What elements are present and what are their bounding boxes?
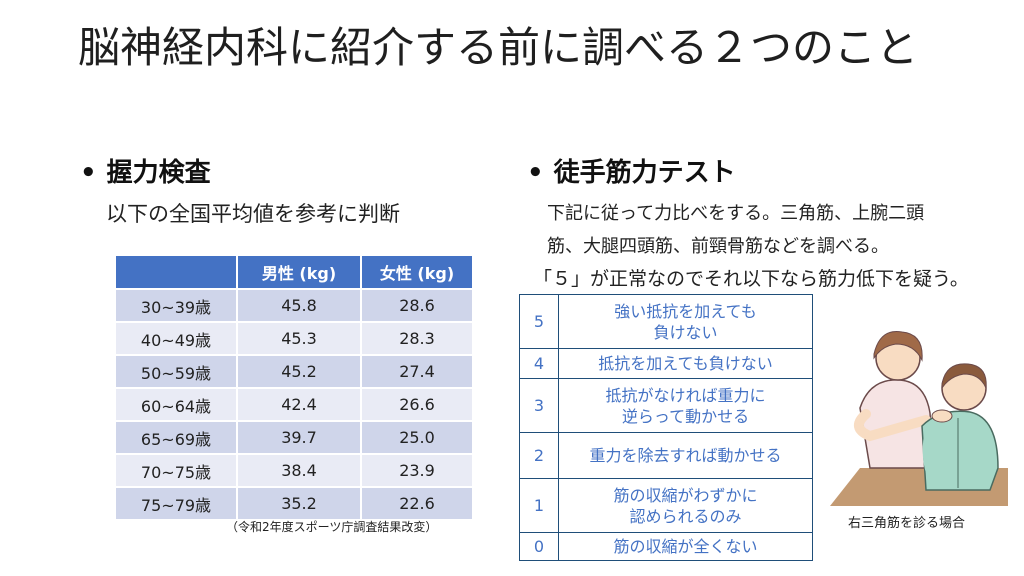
table-row: 65~69歳 39.7 25.0 <box>116 420 474 453</box>
table-row: 4 抵抗を加えても負けない <box>519 348 813 379</box>
slide-title: 脳神経内科に紹介する前に調べる２つのこと <box>78 23 919 72</box>
grade-description-line: 重力を除去すれば動かせる <box>589 446 782 465</box>
grip-table-header-row: 男性 (kg) 女性 (kg) <box>116 256 474 288</box>
grade-description-line: 抵抗を加えても負けない <box>598 354 773 373</box>
table-row: 5 強い抵抗を加えても 負けない <box>519 294 813 349</box>
female-value-cell: 28.6 <box>362 288 474 321</box>
grade-description-line: 逆らって動かせる <box>621 406 750 426</box>
male-value-cell: 35.2 <box>238 486 362 519</box>
patient-arm-shape <box>922 430 940 484</box>
grade-description-cell: 抵抗を加えても負けない <box>558 348 813 379</box>
source-note: （令和2年度スポーツ庁調査結果改変） <box>226 520 438 534</box>
grade-description-cell: 抵抗がなければ重力に 逆らって動かせる <box>558 378 813 433</box>
grip-table-header-female: 女性 (kg) <box>362 256 474 288</box>
table-row: 60~64歳 42.4 26.6 <box>116 387 474 420</box>
table-row: 70~75歳 38.4 23.9 <box>116 453 474 486</box>
grade-cell: 2 <box>519 432 559 479</box>
grade-description-line: 筋の収縮がわずかに <box>613 485 758 505</box>
age-cell: 40~49歳 <box>116 321 238 354</box>
age-cell: 70~75歳 <box>116 453 238 486</box>
grip-strength-table: 男性 (kg) 女性 (kg) 30~39歳 45.8 28.6 40~49歳 … <box>116 256 474 519</box>
age-cell: 60~64歳 <box>116 387 238 420</box>
grade-description-line: 筋の収縮が全くない <box>613 537 758 556</box>
grade-cell: 1 <box>519 478 559 533</box>
bullet-icon: • <box>80 158 97 188</box>
grade-description-cell: 強い抵抗を加えても 負けない <box>558 294 813 349</box>
grade-cell: 3 <box>519 378 559 433</box>
male-value-cell: 45.8 <box>238 288 362 321</box>
male-value-cell: 42.4 <box>238 387 362 420</box>
table-row: 0 筋の収縮が全くない <box>519 532 813 561</box>
male-value-cell: 38.4 <box>238 453 362 486</box>
grip-test-heading-label: 握力検査 <box>106 158 211 188</box>
female-value-cell: 26.6 <box>362 387 474 420</box>
table-row: 75~79歳 35.2 22.6 <box>116 486 474 519</box>
table-row: 1 筋の収縮がわずかに 認められるのみ <box>519 478 813 533</box>
bullet-icon: • <box>527 158 544 188</box>
female-value-cell: 25.0 <box>362 420 474 453</box>
table-row: 30~39歳 45.8 28.6 <box>116 288 474 321</box>
female-value-cell: 27.4 <box>362 354 474 387</box>
female-value-cell: 28.3 <box>362 321 474 354</box>
female-value-cell: 22.6 <box>362 486 474 519</box>
grip-table-header-male: 男性 (kg) <box>238 256 362 288</box>
mmt-grade-table: 5 強い抵抗を加えても 負けない 4 抵抗を加えても負けない 3 抵抗がなければ重… <box>519 294 813 561</box>
female-value-cell: 23.9 <box>362 453 474 486</box>
table-row: 2 重力を除去すれば動かせる <box>519 432 813 479</box>
table-row: 40~49歳 45.3 28.3 <box>116 321 474 354</box>
grip-table-header-age <box>116 256 238 288</box>
male-value-cell: 39.7 <box>238 420 362 453</box>
male-value-cell: 45.2 <box>238 354 362 387</box>
grade-description-cell: 筋の収縮がわずかに 認められるのみ <box>558 478 813 533</box>
mmt-heading: • 徒手筋力テスト <box>527 152 736 189</box>
grade-description-line: 抵抗がなければ重力に <box>605 385 766 405</box>
examination-illustration <box>830 330 1008 506</box>
grade-description-line: 強い抵抗を加えても <box>614 301 757 321</box>
age-cell: 30~39歳 <box>116 288 238 321</box>
nurse-arm-shape <box>854 409 931 442</box>
grade-cell: 5 <box>519 294 559 349</box>
mmt-description-line: 「５」が正常なのでそれ以下なら筋力低下を疑う。 <box>533 268 969 290</box>
male-value-cell: 45.3 <box>238 321 362 354</box>
illustration-caption: 右三角筋を診る場合 <box>848 516 966 531</box>
age-cell: 50~59歳 <box>116 354 238 387</box>
grade-description-line: 認められるのみ <box>629 506 742 526</box>
age-cell: 75~79歳 <box>116 486 238 519</box>
table-row: 50~59歳 45.2 27.4 <box>116 354 474 387</box>
grade-cell: 4 <box>519 348 559 379</box>
mmt-heading-label: 徒手筋力テスト <box>553 158 736 188</box>
grade-description-line: 負けない <box>653 322 718 342</box>
patient-hair-shape <box>941 363 987 390</box>
table-row: 3 抵抗がなければ重力に 逆らって動かせる <box>519 378 813 433</box>
mmt-description-line: 筋、大腿四頭筋、前頸骨筋などを調べる。 <box>547 236 889 257</box>
grip-test-subtitle: 以下の全国平均値を参考に判断 <box>106 202 400 226</box>
grade-description-cell: 重力を除去すれば動かせる <box>558 432 813 479</box>
age-cell: 65~69歳 <box>116 420 238 453</box>
grip-test-heading: • 握力検査 <box>80 152 211 189</box>
nurse-hair-shape <box>873 330 923 362</box>
mmt-description-line: 下記に従って力比べをする。三角筋、上腕二頭 <box>547 203 925 224</box>
grade-cell: 0 <box>519 532 559 561</box>
grade-description-cell: 筋の収縮が全くない <box>558 532 813 561</box>
nurse-hand-shape <box>931 409 953 423</box>
